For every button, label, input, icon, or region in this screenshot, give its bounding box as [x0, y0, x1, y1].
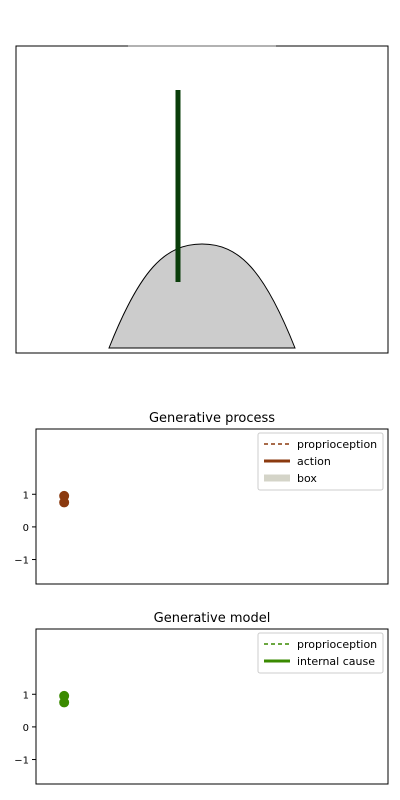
y-tick-label: 1 — [23, 490, 29, 501]
y-tick-label: 0 — [23, 723, 29, 734]
legend-label: box — [297, 472, 317, 485]
chart-title: Generative process — [149, 411, 275, 426]
legend-label: internal cause — [297, 655, 375, 668]
data-point — [59, 697, 70, 708]
chart-title: Generative model — [154, 611, 271, 626]
legend-label: proprioception — [297, 638, 377, 651]
y-tick-label: −1 — [14, 756, 29, 767]
scene-panel — [15, 45, 389, 354]
legend-label: proprioception — [297, 438, 377, 451]
legend-box — [257, 632, 384, 674]
legend-label: action — [297, 455, 331, 468]
data-point — [59, 497, 70, 508]
generative-process-chart: Generative process 1 0 −1 proprioception ac… — [14, 411, 389, 585]
box-shape — [108, 243, 296, 349]
y-tick-label: 1 — [23, 690, 29, 701]
generative-model-chart: Generative model 1 0 −1 proprioception inte… — [14, 611, 389, 785]
y-tick-label: −1 — [14, 556, 29, 567]
y-tick-label: 0 — [23, 523, 29, 534]
